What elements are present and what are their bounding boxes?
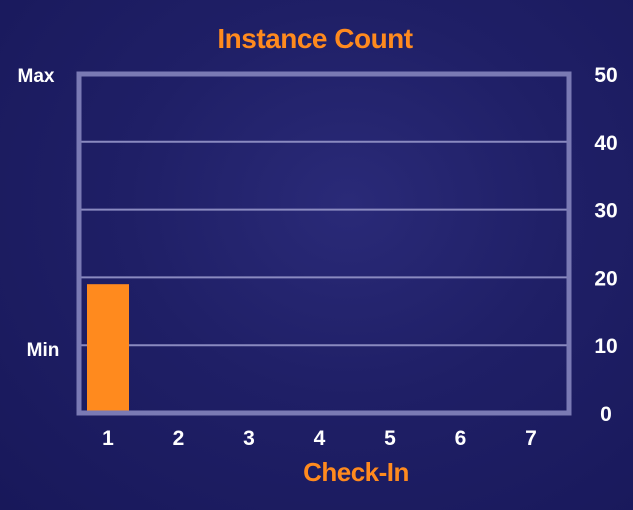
y-tick-label-40: 40 [594,132,617,155]
y-tick-label-30: 30 [594,200,617,223]
x-tick-label-4: 4 [314,427,326,450]
x-tick-labels: 1 2 3 4 5 6 7 [102,427,537,450]
max-label: Max [18,66,55,87]
min-label: Min [27,340,60,361]
x-tick-label-6: 6 [455,427,467,450]
bar-1 [87,284,129,411]
y-tick-label-0: 0 [600,403,612,426]
y-tick-labels: 0 10 20 30 40 50 [594,64,617,426]
x-axis-label: Check-In [303,457,409,487]
grid-lines [81,140,567,347]
bars [87,284,129,411]
x-tick-label-7: 7 [525,427,537,450]
y-tick-label-20: 20 [594,267,617,290]
plot-frame [76,71,572,416]
x-tick-label-2: 2 [173,427,185,450]
y-tick-label-10: 10 [594,335,617,358]
x-tick-label-1: 1 [102,427,114,450]
chart-title: Instance Count [217,23,412,54]
x-tick-label-5: 5 [384,427,396,450]
y-tick-label-50: 50 [594,64,617,87]
x-tick-label-3: 3 [243,427,255,450]
